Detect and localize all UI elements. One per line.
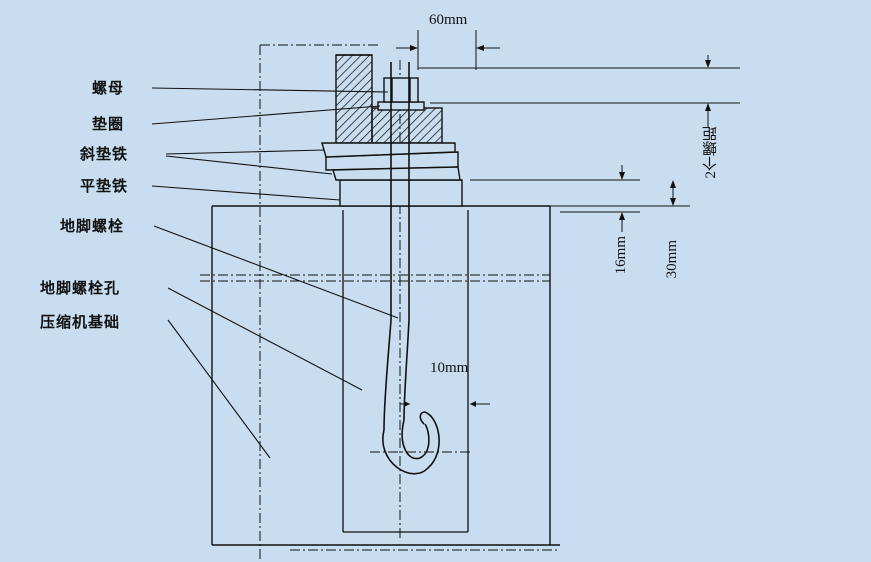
compressor-foundation-label: 压缩机基础 (40, 313, 121, 331)
machine-base (335, 54, 443, 144)
hook-gap-dimension: 10mm (430, 360, 469, 376)
nut-shape (383, 77, 419, 103)
taper-shims (321, 142, 461, 181)
anchor-bolt-hole-label: 地脚螺栓孔 (40, 279, 121, 297)
washer-label: 垫圈 (92, 115, 125, 133)
leader-lines (151, 87, 399, 459)
anchor-bolt-hole (342, 210, 469, 533)
taper-shim-label: 斜垫铁 (80, 145, 129, 163)
thread-length-dimension: 2个螺距 (703, 126, 719, 179)
nut-label: 螺母 (92, 79, 125, 97)
anchor-bolt-shape (382, 62, 440, 475)
shim-depth-dimension: 30mm (664, 240, 680, 279)
anchor-bolt-label: 地脚螺栓 (60, 217, 125, 235)
dimension-arrows (404, 45, 711, 407)
shim-to-top-dimension: 16mm (613, 236, 629, 275)
flat-shim-label: 平垫铁 (80, 177, 129, 195)
top-gap-dimension: 60mm (429, 12, 468, 28)
washer-shape (377, 101, 425, 111)
flat-shim (339, 179, 463, 207)
dimension-lines (396, 30, 740, 405)
